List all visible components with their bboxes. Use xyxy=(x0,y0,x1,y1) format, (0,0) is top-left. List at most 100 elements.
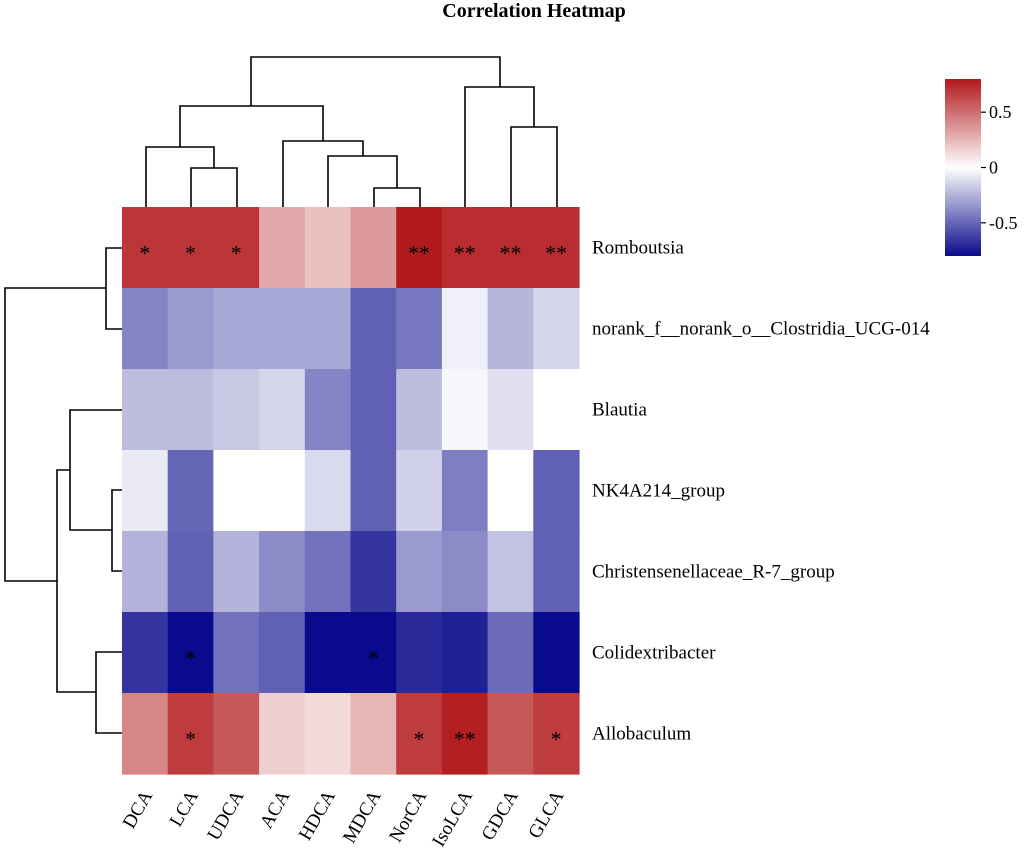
significance-star: * xyxy=(368,646,379,671)
heatmap-cell xyxy=(304,612,352,694)
heatmap-cell xyxy=(487,450,534,532)
heatmap-cell xyxy=(259,369,306,451)
heatmap-cell xyxy=(487,288,534,370)
significance-star: * xyxy=(551,727,562,752)
column-label: MDCA xyxy=(339,787,386,847)
row-label: Colidextribacter xyxy=(592,643,716,664)
heatmap-cell xyxy=(167,207,214,289)
heatmap-cell xyxy=(304,531,352,613)
heatmap-cell xyxy=(350,450,397,532)
heatmap-cell xyxy=(441,693,489,775)
heatmap-cell xyxy=(487,369,534,451)
heatmap-cell xyxy=(533,450,580,532)
heatmap-cell xyxy=(213,450,260,532)
row-label: NK4A214_group xyxy=(592,481,725,502)
heatmap-cell xyxy=(396,450,443,532)
heatmap-cell xyxy=(396,288,443,370)
heatmap-cell xyxy=(167,288,214,370)
column-label: DCA xyxy=(119,787,157,832)
heatmap-cell xyxy=(441,288,489,370)
column-label: HDCA xyxy=(295,787,340,844)
heatmap-cell xyxy=(350,531,397,613)
significance-star: ** xyxy=(454,727,476,752)
heatmap-cell xyxy=(533,693,580,775)
heatmap-cell xyxy=(304,207,352,289)
heatmap-cell xyxy=(533,369,580,451)
significance-stars: * * * ** ** ** *** ** * ** * xyxy=(139,241,567,752)
heatmap-cell xyxy=(213,693,260,775)
heatmap-cell xyxy=(122,531,169,613)
heatmap-cell xyxy=(259,693,306,775)
row-label: Romboutsia xyxy=(592,238,684,259)
column-label: GLCA xyxy=(524,787,568,843)
colorbar-tick-label: 0.5 xyxy=(989,102,1012,122)
heatmap-cell xyxy=(259,612,306,694)
heatmap-cell xyxy=(487,207,534,289)
colorbar-ticks: 0.5 0 -0.5 xyxy=(981,102,1018,233)
significance-star: * xyxy=(185,727,196,752)
significance-star: * xyxy=(185,646,196,671)
heatmap-cell xyxy=(441,369,489,451)
heatmap-cell xyxy=(259,207,306,289)
heatmap-cell xyxy=(167,693,214,775)
significance-star: * xyxy=(139,241,150,266)
heatmap-cell xyxy=(487,693,534,775)
column-label: IsoLCA xyxy=(428,787,477,851)
heatmap-cell xyxy=(259,531,306,613)
significance-star: * xyxy=(185,241,196,266)
heatmap-cell xyxy=(441,207,489,289)
heatmap-cell xyxy=(396,612,443,694)
heatmap-cell xyxy=(167,450,214,532)
heatmap-cell xyxy=(533,288,580,370)
heatmap-cell xyxy=(213,207,260,289)
row-label: Allobaculum xyxy=(592,724,691,745)
heatmap-cell xyxy=(350,288,397,370)
significance-star: * xyxy=(231,241,242,266)
heatmap-cell xyxy=(213,369,260,451)
heatmap-cell xyxy=(487,531,534,613)
column-label: GDCA xyxy=(478,787,523,844)
heatmap-cell xyxy=(122,693,169,775)
heatmap-cell xyxy=(122,288,169,370)
significance-star: ** xyxy=(408,241,430,266)
heatmap-cell xyxy=(441,612,489,694)
heatmap-cell xyxy=(122,450,169,532)
heatmap-cell xyxy=(441,531,489,613)
heatmap-cell xyxy=(122,369,169,451)
heatmap-cell xyxy=(487,612,534,694)
column-label: NorCA xyxy=(385,787,431,846)
heatmap-cell xyxy=(441,450,489,532)
heatmap-cell xyxy=(167,531,214,613)
column-label: LCA xyxy=(166,787,203,831)
heatmap-cell xyxy=(122,207,169,289)
heatmap-cell xyxy=(167,369,214,451)
colorbar: 0.5 0 -0.5 xyxy=(945,79,1018,256)
heatmap-cell xyxy=(304,450,352,532)
colorbar-gradient xyxy=(945,79,981,256)
heatmap-cell xyxy=(304,288,352,370)
heatmap-cell xyxy=(350,207,397,289)
heatmap-cell xyxy=(213,288,260,370)
row-label: norank_f__norank_o__Clostridia_UCG-014 xyxy=(592,319,930,340)
row-dendrogram xyxy=(4,247,122,734)
row-label: Christensenellaceae_R-7_group xyxy=(592,562,835,583)
colorbar-tick-label: -0.5 xyxy=(989,213,1018,233)
significance-star: ** xyxy=(454,241,476,266)
significance-star: * xyxy=(414,727,425,752)
heatmap-cell xyxy=(396,207,443,289)
heatmap-cell xyxy=(350,369,397,451)
column-label: UDCA xyxy=(203,787,248,844)
row-label: Blautia xyxy=(592,400,647,421)
heatmap-cell xyxy=(304,369,352,451)
significance-star: ** xyxy=(545,241,567,266)
heatmap-cell xyxy=(350,612,397,694)
heatmap-cell xyxy=(396,693,443,775)
heatmap-cell xyxy=(259,288,306,370)
heatmap-cells xyxy=(122,207,580,775)
column-dendrogram xyxy=(145,56,558,207)
colorbar-tick-label: 0 xyxy=(989,158,998,178)
row-labels: Romboutsia norank_f__norank_o__Clostridia… xyxy=(592,238,930,745)
column-label: ACA xyxy=(256,787,294,832)
